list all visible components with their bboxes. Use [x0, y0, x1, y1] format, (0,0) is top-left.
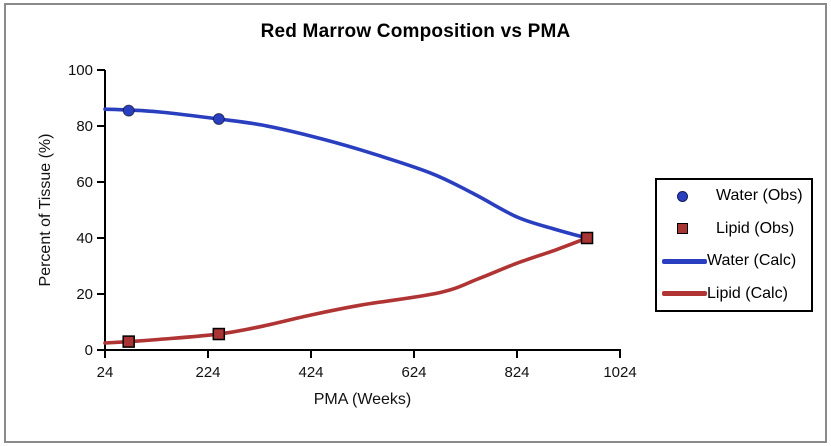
lipid-calc-curve	[103, 236, 589, 345]
water-obs-circle-icon	[676, 190, 688, 202]
legend-item-lipid-calc: Lipid (Calc)	[657, 278, 811, 311]
y-tick-label: 20	[76, 286, 93, 303]
legend-label: Water (Calc)	[707, 252, 797, 270]
water-calc-line-icon	[662, 258, 707, 264]
x-tick-label: 24	[97, 364, 114, 381]
legend-marker-cell	[657, 223, 707, 235]
y-tick-label: 60	[76, 174, 93, 191]
legend-marker-cell	[657, 190, 707, 202]
y-tick-label: 80	[76, 118, 93, 135]
legend-item-water-obs: Water (Obs)	[657, 180, 811, 213]
legend: Water (Obs) Lipid (Obs) Water (Calc) Lip…	[655, 178, 813, 312]
chart-title: Red Marrow Composition vs PMA	[260, 21, 571, 42]
lipid-obs-point	[580, 231, 594, 245]
y-tick-label: 100	[68, 62, 93, 79]
y-tick-label: 40	[76, 230, 93, 247]
lipid-obs-point	[122, 335, 135, 348]
x-tick-label: 824	[504, 364, 529, 381]
lipid-calc-line-icon	[662, 291, 707, 297]
x-axis-label: PMA (Weeks)	[313, 391, 412, 408]
legend-label: Lipid (Calc)	[707, 284, 788, 302]
water-calc-curve	[103, 107, 589, 240]
x-tick-label: 424	[298, 364, 323, 381]
y-tick-label: 0	[85, 342, 93, 359]
x-tick-label: 624	[401, 364, 426, 381]
legend-label: Water (Obs)	[716, 187, 803, 205]
lipid-obs-square-icon	[676, 223, 688, 235]
legend-marker-cell	[657, 291, 707, 297]
x-tick-label: 1024	[603, 364, 636, 381]
legend-marker-cell	[657, 258, 707, 264]
x-tick-label: 224	[195, 364, 220, 381]
water-obs-point	[212, 113, 225, 125]
legend-label: Lipid (Obs)	[716, 219, 795, 237]
legend-item-lipid-obs: Lipid (Obs)	[657, 213, 811, 246]
lipid-obs-point	[212, 327, 226, 341]
legend-item-water-calc: Water (Calc)	[657, 245, 811, 278]
water-obs-point	[122, 104, 135, 117]
